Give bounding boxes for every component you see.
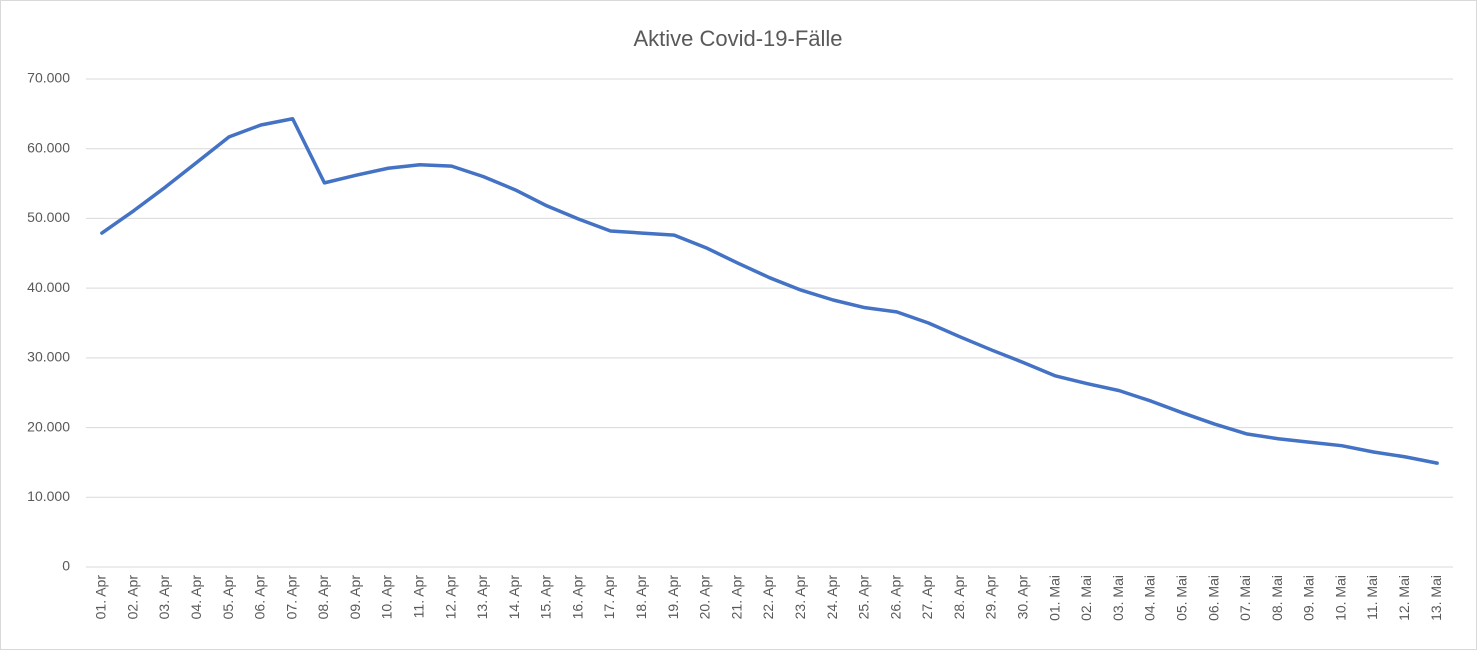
x-tick-label: 14. Apr (506, 575, 522, 620)
y-tick-label: 70.000 (27, 70, 70, 86)
x-tick-label: 09. Apr (347, 575, 363, 620)
x-tick-label: 06. Mai (1205, 575, 1221, 621)
x-tick-label: 16. Apr (569, 575, 585, 620)
x-tick-label: 12. Mai (1396, 575, 1412, 621)
x-tick-label: 03. Apr (156, 575, 172, 620)
x-tick-label: 08. Apr (315, 575, 331, 620)
x-tick-label: 01. Mai (1046, 575, 1062, 621)
x-tick-label: 09. Mai (1301, 575, 1317, 621)
x-tick-label: 21. Apr (728, 575, 744, 620)
x-tick-label: 05. Apr (220, 575, 236, 620)
x-tick-label: 19. Apr (665, 575, 681, 620)
x-tick-label: 11. Mai (1364, 575, 1380, 620)
x-tick-label: 02. Apr (124, 575, 140, 620)
x-tick-label: 23. Apr (792, 575, 808, 620)
x-tick-label: 28. Apr (951, 575, 967, 620)
y-tick-label: 30.000 (27, 349, 70, 365)
x-tick-label: 11. Apr (411, 575, 427, 619)
y-tick-label: 40.000 (27, 279, 70, 295)
x-tick-label: 13. Mai (1428, 575, 1444, 621)
x-tick-label: 10. Mai (1332, 575, 1348, 621)
x-tick-label: 04. Mai (1142, 575, 1158, 621)
y-tick-label: 0 (62, 558, 70, 574)
x-tick-label: 18. Apr (633, 575, 649, 620)
x-tick-label: 07. Mai (1237, 575, 1253, 621)
x-tick-label: 08. Mai (1269, 575, 1285, 621)
y-tick-label: 10.000 (27, 488, 70, 504)
y-tick-label: 50.000 (27, 209, 70, 225)
x-tick-label: 03. Mai (1110, 575, 1126, 621)
x-tick-label: 25. Apr (856, 575, 872, 620)
x-tick-label: 01. Apr (93, 575, 109, 620)
chart-title: Aktive Covid-19-Fälle (633, 26, 842, 51)
x-tick-label: 12. Apr (442, 575, 458, 620)
x-tick-label: 06. Apr (252, 575, 268, 620)
x-tick-label: 04. Apr (188, 575, 204, 620)
y-tick-label: 60.000 (27, 139, 70, 155)
x-tick-label: 30. Apr (1015, 575, 1031, 620)
x-tick-label: 17. Apr (601, 575, 617, 620)
x-tick-label: 07. Apr (283, 575, 299, 620)
x-tick-label: 13. Apr (474, 575, 490, 620)
x-tick-label: 15. Apr (538, 575, 554, 620)
y-tick-label: 20.000 (27, 418, 70, 434)
x-tick-label: 05. Mai (1173, 575, 1189, 621)
x-tick-label: 29. Apr (983, 575, 999, 620)
x-tick-label: 27. Apr (919, 575, 935, 620)
x-tick-label: 20. Apr (697, 575, 713, 620)
data-line (100, 116, 1439, 465)
x-tick-label: 02. Mai (1078, 575, 1094, 621)
x-tick-label: 26. Apr (887, 575, 903, 620)
x-tick-label: 10. Apr (379, 575, 395, 620)
x-tick-label: 22. Apr (760, 575, 776, 620)
x-tick-label: 24. Apr (824, 575, 840, 620)
